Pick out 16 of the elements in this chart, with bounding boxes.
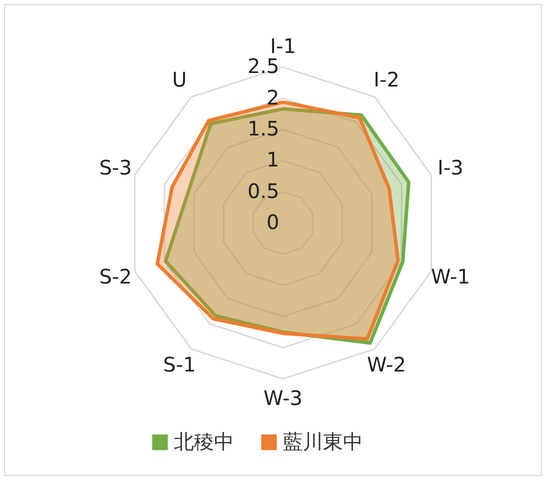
spoke-label: I-3: [438, 156, 464, 180]
y-tick-label: 0.5: [247, 178, 280, 203]
spoke-label: W-2: [367, 352, 406, 376]
spoke-label: S-2: [99, 264, 132, 288]
spoke-label: W-3: [264, 386, 302, 410]
y-tick-label: 1.5: [247, 116, 280, 140]
y-tick-label: 1: [266, 148, 280, 172]
spoke-label: S-3: [99, 156, 132, 180]
spoke-label: U: [172, 68, 187, 92]
spoke-label: I-2: [374, 68, 400, 92]
legend-label: 北稜中: [174, 429, 234, 454]
spoke-label: S-1: [163, 352, 196, 376]
y-tick-label: 0: [266, 210, 280, 234]
y-tick-label: 2: [266, 85, 280, 110]
spoke-label: W-1: [431, 264, 470, 288]
legend-label: 藍川東中: [283, 429, 363, 454]
